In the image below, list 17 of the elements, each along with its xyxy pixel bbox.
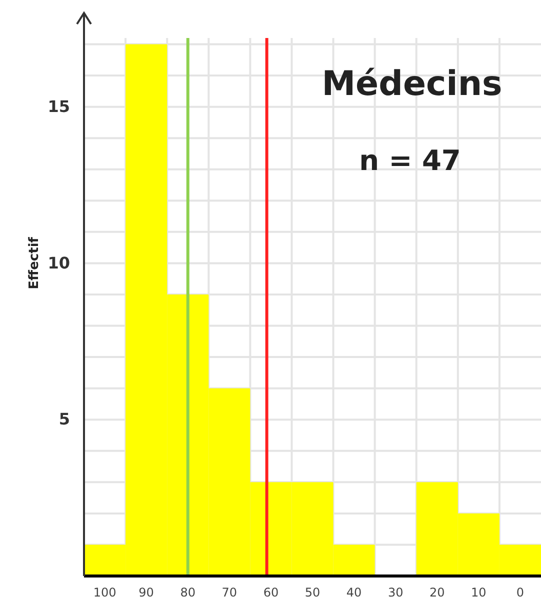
y-axis-title: Effectif: [27, 236, 42, 290]
x-tick-label: 60: [263, 586, 279, 600]
x-tick-label: 40: [346, 586, 362, 600]
text: n = 47: [359, 144, 461, 177]
x-tick-label: 0: [516, 586, 524, 600]
x-tick-label: 70: [222, 586, 238, 600]
y-tick-label: 10: [48, 253, 70, 272]
x-tick-label: 90: [138, 586, 154, 600]
y-tick-label: 5: [58, 410, 70, 429]
x-tick-label: 50: [304, 586, 320, 600]
x-tick-label: 30: [388, 586, 404, 600]
x-tick-label: 10: [471, 586, 486, 600]
text: Médecins: [322, 64, 502, 104]
x-tick-label: 20: [429, 586, 445, 600]
y-tick-label: 15: [48, 96, 70, 116]
x-tick-label: 80: [180, 586, 196, 600]
x-tick-label: 100: [93, 586, 116, 600]
